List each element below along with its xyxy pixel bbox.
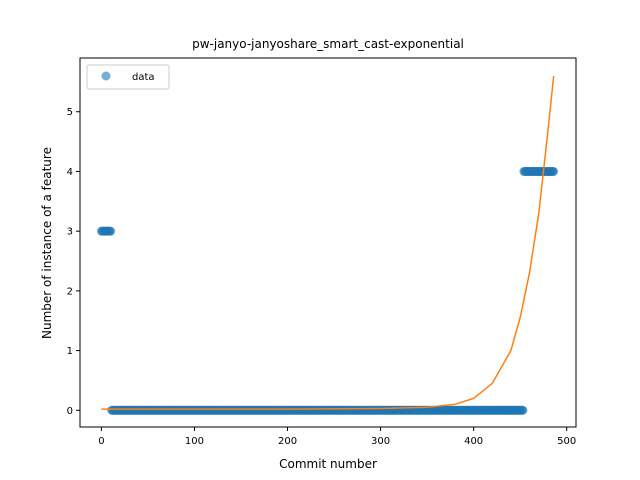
x-tick-label: 500 <box>557 436 576 447</box>
x-tick-label: 400 <box>464 436 483 447</box>
y-axis: 0 1 2 3 4 5 <box>67 107 80 417</box>
y-tick-label: 2 <box>67 286 73 297</box>
x-tick-label: 300 <box>371 436 390 447</box>
legend-label: data <box>132 72 155 83</box>
plot-frame <box>79 57 577 428</box>
y-tick-label: 5 <box>67 107 73 118</box>
y-tick-label: 3 <box>67 227 73 238</box>
y-tick-label: 0 <box>67 406 73 417</box>
x-axis-label: Commit number <box>279 457 377 471</box>
y-tick-label: 1 <box>67 346 73 357</box>
y-axis-label: Number of instance of a feature <box>40 147 54 339</box>
x-axis: 0 100 200 300 400 500 <box>98 427 576 447</box>
chart-title: pw-janyo-janyoshare_smart_cast-exponenti… <box>192 37 464 51</box>
data-point <box>106 226 116 236</box>
data-layer <box>96 75 559 415</box>
fit-line <box>101 75 555 410</box>
legend: data <box>86 64 170 90</box>
x-tick-label: 100 <box>185 436 204 447</box>
data-point <box>518 405 528 415</box>
y-tick-label: 4 <box>67 167 73 178</box>
legend-marker <box>101 71 111 81</box>
x-tick-label: 200 <box>278 436 297 447</box>
x-tick-label: 0 <box>98 436 104 447</box>
plot-area <box>80 58 576 427</box>
data-point <box>549 166 559 176</box>
legend-box <box>86 64 170 90</box>
